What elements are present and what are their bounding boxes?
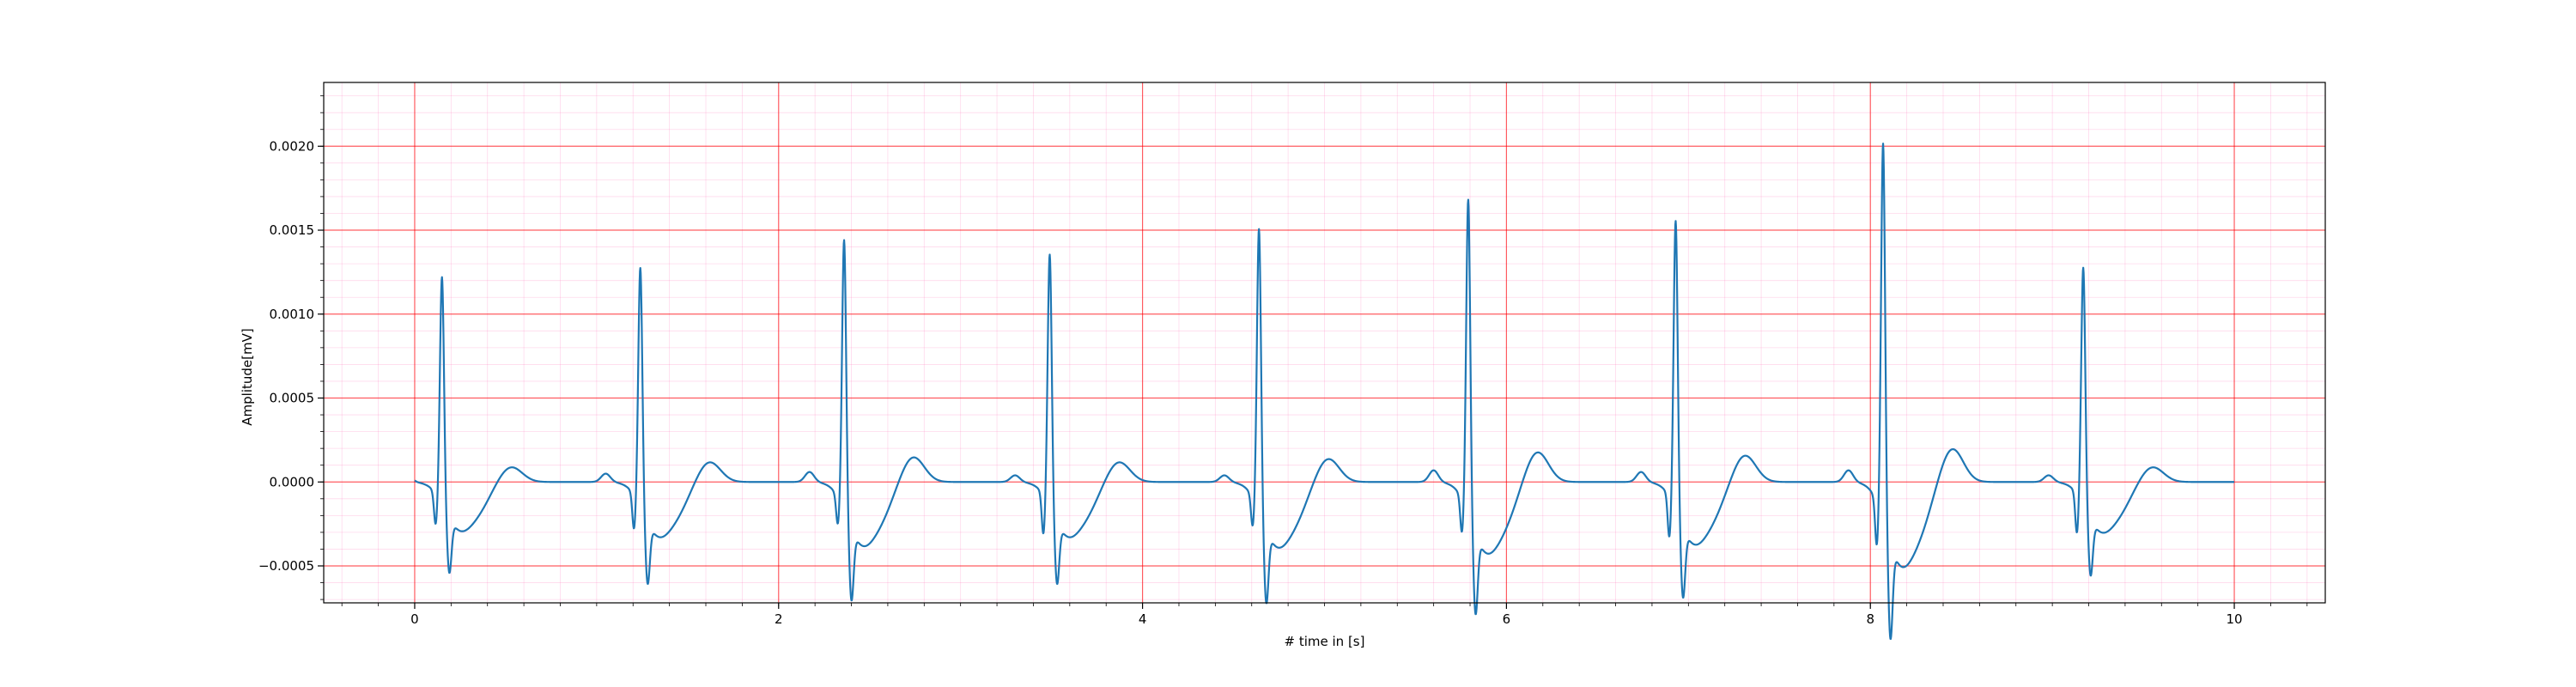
y-axis-label: Amplitude[mV] [240,328,255,425]
x-tick-label: 8 [1866,611,1874,627]
y-tick-label: 0.0020 [270,138,315,154]
y-tick-label: 0.0010 [270,307,315,322]
y-tick-label: 0.0015 [270,222,315,238]
x-axis-label: # time in [s] [1285,634,1365,649]
x-tick-label: 6 [1503,611,1511,627]
y-axis: −0.0005 0.0000 0.0005 0.0010 0.0015 0.0020 [258,95,324,600]
x-axis: 0 2 4 6 8 10 [341,603,2308,627]
x-tick-label: 2 [775,611,783,627]
major-grid [324,82,2325,603]
x-tick-label: 4 [1139,611,1147,627]
y-tick-label: −0.0005 [258,558,314,574]
y-tick-label: 0.0000 [270,474,315,489]
x-tick-label: 10 [2226,611,2242,627]
y-tick-label: 0.0005 [270,391,315,406]
ecg-series-line [414,143,2235,641]
x-tick-label: 0 [410,611,419,627]
series-layer [414,143,2235,641]
